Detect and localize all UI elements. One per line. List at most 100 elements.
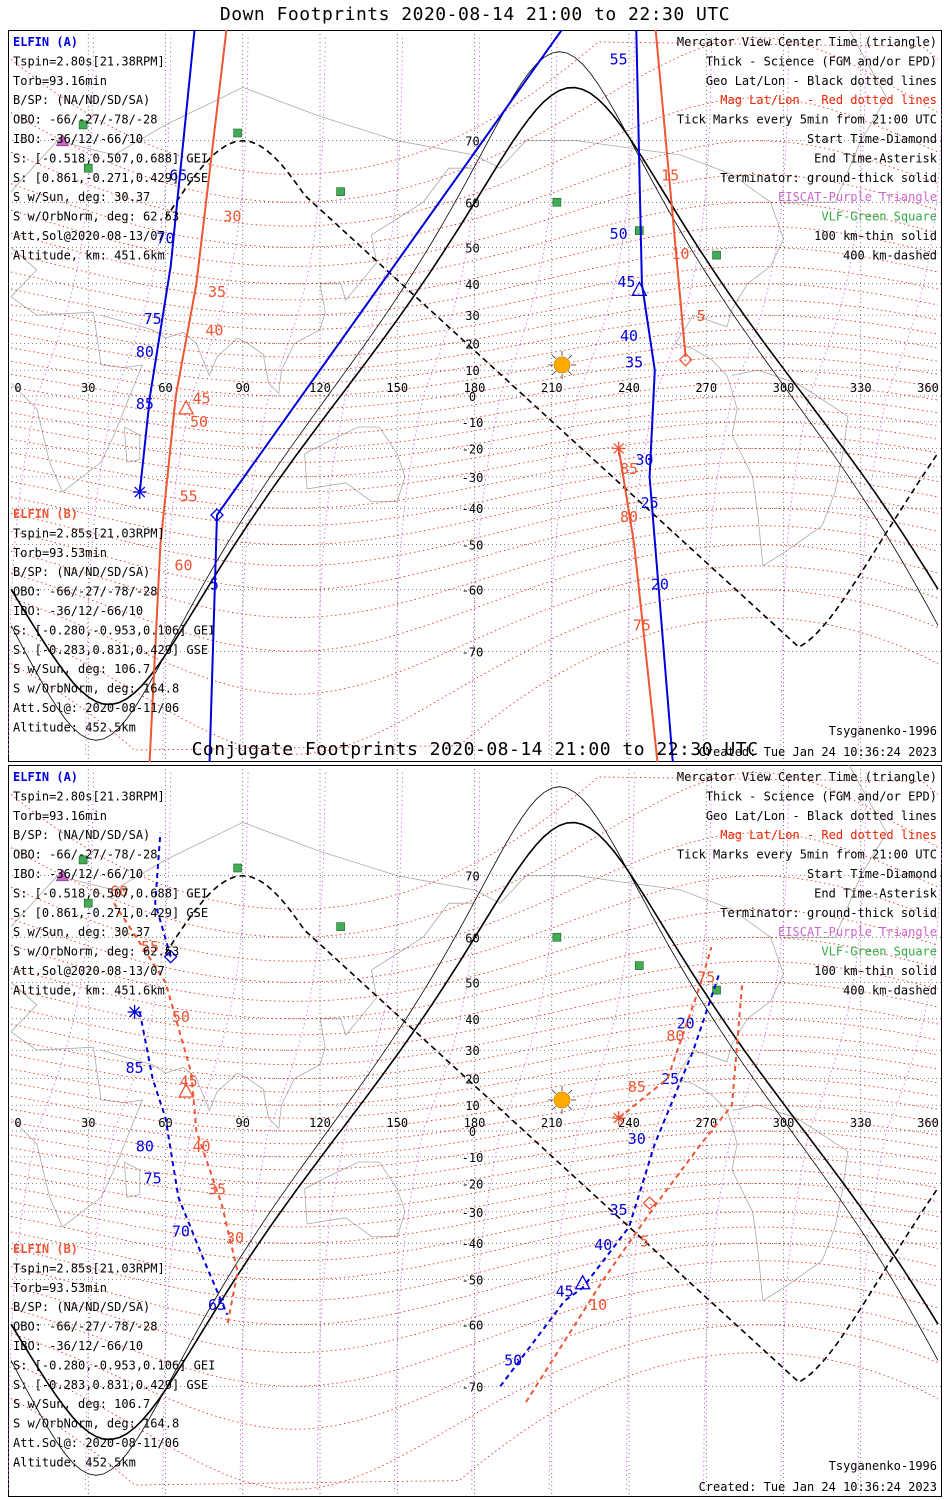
x-tick-label: 300 <box>773 1116 795 1130</box>
y-tick-label: -70 <box>462 645 484 659</box>
mag-meridian <box>780 772 867 1490</box>
sat-b-name: ELFIN (B) <box>13 1242 78 1256</box>
vlf-site-marker <box>712 985 721 995</box>
mag-parallel <box>10 1352 939 1486</box>
legend-line: 400 km-dashed <box>843 248 937 262</box>
x-tick-label: 0 <box>14 1116 21 1130</box>
vlf-site-marker <box>78 120 88 130</box>
sat-b-info-line: S: [-0.283,0.831,0.429] GSE <box>13 643 208 657</box>
legend-line: Terminator: ground-thick solid <box>720 171 937 185</box>
sat-a-info-line: S w/Sun, deg: 30.37 <box>13 190 150 204</box>
track-tick-label: 60 <box>110 883 128 901</box>
y-tick-label: -40 <box>462 502 484 516</box>
legend-line: Mag Lat/Lon - Red dotted lines <box>720 93 937 107</box>
x-tick-label: 30 <box>81 381 95 395</box>
mag-meridian <box>316 772 403 1490</box>
y-tick-label: -70 <box>462 1380 484 1394</box>
track-tick-label: 20 <box>677 1015 695 1033</box>
x-tick-label: 330 <box>850 1116 872 1130</box>
legend-line: 400 km-dashed <box>843 983 937 997</box>
mag-meridian <box>239 37 326 755</box>
legend-line: Tick Marks every 5min from 21:00 UTC <box>677 848 937 862</box>
legend-line: Geo Lat/Lon - Black dotted lines <box>706 809 937 823</box>
sun-icon <box>548 350 577 379</box>
coastline <box>123 426 141 463</box>
track-tick-label: 55 <box>141 938 159 956</box>
x-tick-label: 150 <box>386 1116 408 1130</box>
mag-meridian <box>625 772 712 1490</box>
track-tick-label: 75 <box>144 310 162 328</box>
legend-line: Start Time-Diamond <box>807 132 937 146</box>
mag-parallel <box>10 1078 939 1132</box>
track-tick-label: 15 <box>661 166 679 184</box>
mag-meridian <box>162 37 249 755</box>
y-tick-label: 20 <box>465 338 479 352</box>
vlf-site-marker <box>83 163 93 173</box>
track-tick-label: 35 <box>208 283 226 301</box>
sat-b-info-line: S w/Sun, deg: 106.7 <box>13 1397 150 1411</box>
created-timestamp: Created: Tue Jan 24 10:36:24 2023 <box>699 745 937 759</box>
legend-line: 100 km-thin solid <box>814 964 937 978</box>
eiscat-site-marker <box>55 868 70 882</box>
legend-line: Mag Lat/Lon - Red dotted lines <box>720 828 937 842</box>
sat-a-info-line: S: [-0.518,0.507,0.688] GEI <box>13 151 208 165</box>
sat-a-info-line: S: [0.861,-0.271,0.429] GSE <box>13 171 208 185</box>
mag-parallel <box>10 1143 939 1198</box>
eiscat-site-marker <box>55 133 70 147</box>
legend-line: Geo Lat/Lon - Black dotted lines <box>706 74 937 88</box>
y-tick-label: -30 <box>462 471 484 485</box>
y-tick-label: 50 <box>465 241 479 255</box>
legend-line: Start Time-Diamond <box>807 867 937 881</box>
sat-b-info-line: IBO: -36/12/-66/10 <box>13 1339 143 1353</box>
legend-line: Terminator: ground-thick solid <box>720 906 937 920</box>
track-tick-label: 85 <box>126 1059 144 1077</box>
mag-meridian <box>8 37 94 755</box>
mag-meridian <box>857 825 942 1490</box>
sat-a-name: ELFIN (A) <box>13 35 78 49</box>
track-tick-label: 65 <box>208 1296 226 1314</box>
mag-meridian <box>780 37 867 755</box>
y-tick-label: 50 <box>465 976 479 990</box>
mag-parallel <box>10 461 939 526</box>
terminator-100km <box>10 786 939 1476</box>
y-tick-label: 60 <box>465 931 479 945</box>
footprint-track-b <box>525 982 744 1403</box>
mag-parallel <box>10 1226 939 1302</box>
mag-parallel <box>10 37 939 203</box>
track-tick-label: 75 <box>144 1169 162 1187</box>
sat-b-info-line: S: [-0.280,-0.953,0.106] GEI <box>13 1358 215 1372</box>
sat-a-info-line: S w/Sun, deg: 30.37 <box>13 925 150 939</box>
track-tick-label: 70 <box>172 1223 190 1241</box>
sat-a-info-line: IBO: -36/12/-66/10 <box>13 132 143 146</box>
sat-a-info-line: OBO: -66/-27/-78/-28 <box>13 113 158 127</box>
mag-meridian <box>548 772 635 1490</box>
mag-parallel <box>10 421 939 478</box>
coastline <box>10 821 501 927</box>
track-tick-label: 60 <box>174 556 192 574</box>
y-tick-label: -60 <box>462 1319 484 1333</box>
map-conjugate-footprints: 0 30 60 90 120 150 180 210 240 270 300 330 360706050… <box>8 765 942 1497</box>
mag-parallel <box>10 1049 939 1106</box>
y-tick-label: 20 <box>465 1073 479 1087</box>
mag-meridian <box>394 772 481 1490</box>
sat-b-info-line: Altitude: 452.5km <box>13 1455 136 1469</box>
track-tick-label: 50 <box>610 225 628 243</box>
x-tick-label: 330 <box>850 381 872 395</box>
mag-meridian <box>8 772 94 1490</box>
mag-meridian <box>239 772 326 1490</box>
mag-parallel <box>10 832 939 962</box>
x-tick-label: 240 <box>618 1116 640 1130</box>
coastline <box>500 140 849 567</box>
mag-meridian <box>703 772 790 1490</box>
terminator-100km <box>10 51 939 741</box>
mag-meridian <box>625 37 712 755</box>
terminator-400km <box>164 139 939 649</box>
legend-line: 100 km-thin solid <box>814 229 937 243</box>
mag-parallel <box>10 1196 939 1261</box>
x-tick-label: 60 <box>158 1116 172 1130</box>
mag-parallel <box>10 1169 939 1228</box>
vlf-site-marker <box>233 863 242 873</box>
x-tick-label: 240 <box>618 381 640 395</box>
sat-a-info-line: Altitude, km: 451.6km <box>13 248 165 262</box>
mag-parallel <box>10 1091 939 1145</box>
